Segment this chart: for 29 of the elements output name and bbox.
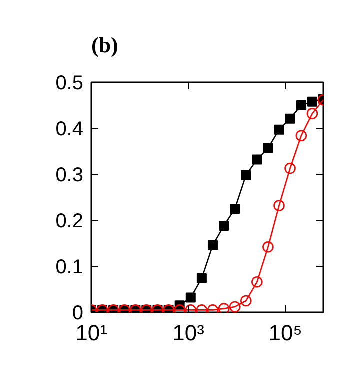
y-tick-label: 0.4 — [56, 118, 84, 140]
point — [252, 276, 263, 288]
point — [306, 108, 318, 120]
point — [241, 170, 252, 180]
x-tick-label: 10⁵ — [268, 320, 302, 346]
point — [262, 242, 274, 253]
point — [263, 143, 274, 154]
chart-title: (b) — [92, 32, 118, 58]
point — [296, 130, 308, 142]
point — [219, 221, 230, 232]
point — [186, 292, 196, 303]
point — [274, 124, 284, 135]
point — [218, 303, 230, 312]
point — [240, 295, 252, 307]
point — [196, 273, 207, 284]
point — [229, 301, 241, 312]
point — [252, 154, 262, 165]
point — [307, 96, 318, 107]
point — [284, 162, 296, 174]
point — [230, 204, 240, 214]
point — [208, 240, 218, 250]
y-tick-label: 0.3 — [56, 164, 84, 186]
y-tick-label: 0.2 — [56, 210, 84, 232]
point — [296, 100, 306, 110]
y-tick-label: 0.5 — [56, 72, 84, 94]
x-tick-label: 10³ — [172, 320, 204, 346]
point — [274, 200, 285, 212]
y-tick-label: 0.1 — [56, 256, 84, 278]
point — [285, 114, 296, 124]
